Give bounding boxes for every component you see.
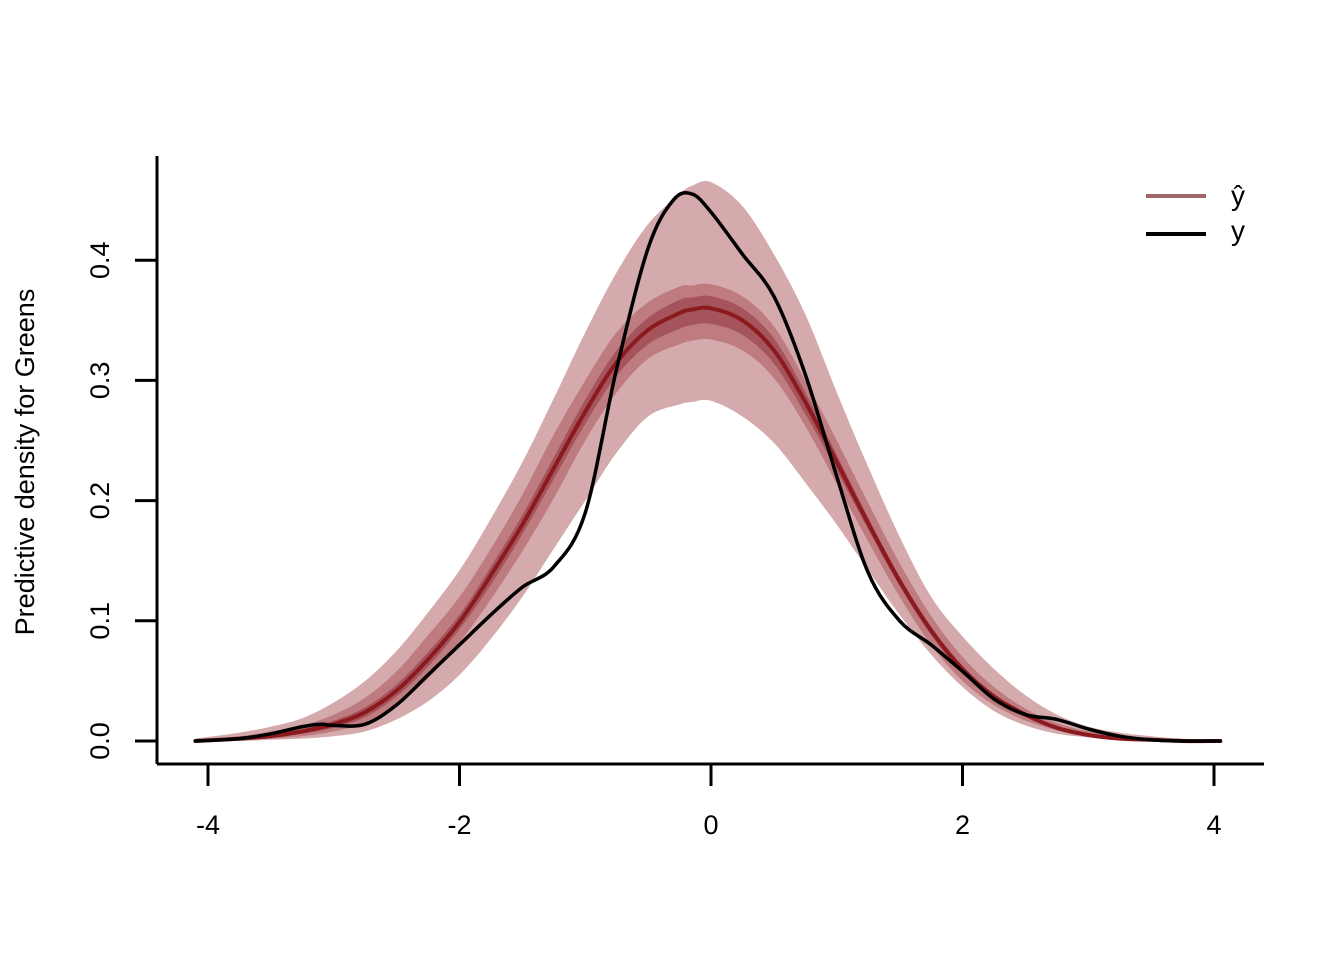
legend-label-yhat: ŷ xyxy=(1231,180,1245,211)
y-ticks: 0.0 0.1 0.2 0.3 0.4 xyxy=(85,241,157,760)
y-tick-label: 0.0 xyxy=(85,722,115,760)
x-tick-label: 2 xyxy=(955,810,970,840)
credible-bands xyxy=(195,180,1221,742)
series-line-yhat-median xyxy=(193,305,1223,744)
y-axis-title: Predictive density for Greens xyxy=(10,289,40,636)
series-line-y-observed xyxy=(193,191,1223,743)
x-ticks: -4 -2 0 2 4 xyxy=(196,764,1222,840)
y-tick-label: 0.1 xyxy=(85,602,115,640)
y-tick-label: 0.3 xyxy=(85,362,115,400)
x-tick-label: -2 xyxy=(447,810,471,840)
legend: ŷ y xyxy=(1146,180,1245,246)
x-tick-label: -4 xyxy=(196,810,220,840)
band-outer xyxy=(195,180,1221,742)
y-tick-label: 0.2 xyxy=(85,482,115,520)
density-lines xyxy=(193,191,1223,744)
legend-label-y: y xyxy=(1231,215,1245,246)
x-tick-label: 0 xyxy=(703,810,718,840)
x-tick-label: 4 xyxy=(1206,810,1221,840)
y-tick-label: 0.4 xyxy=(85,241,115,279)
